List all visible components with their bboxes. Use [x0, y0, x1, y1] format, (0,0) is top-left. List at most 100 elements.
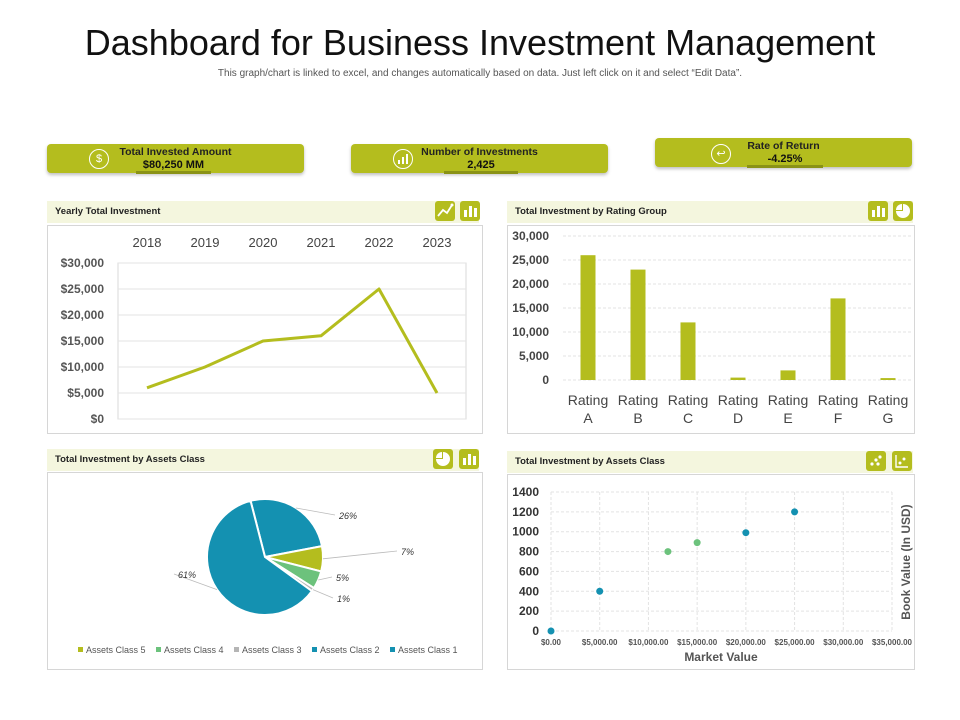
y-tick-label: 400	[519, 584, 539, 598]
leader-line	[318, 576, 333, 581]
x-tick-label: $20,000.00	[726, 638, 767, 647]
yearly-line-chart: $30,000 $25,000 $20,000 $15,000 $10,000 $5,00…	[61, 235, 467, 426]
x-tick-label: D	[733, 410, 743, 426]
panel-title: Total Investment by Assets Class	[55, 454, 205, 465]
x-tick-label: $25,000.00	[775, 638, 816, 647]
kpi-label: Number of Investments	[421, 146, 538, 158]
x-tick-label: 2019	[191, 235, 220, 250]
x-tick-label: $5,000.00	[582, 638, 618, 647]
kpi-rate-of-return[interactable]: ↩ Rate of Return -4.25%	[655, 138, 912, 168]
x-tick-label: A	[583, 410, 593, 426]
rating-chart-panel: 30,000 25,000 20,000 15,000 10,000 5,000 0 Rati…	[507, 225, 915, 434]
x-tick-label: $35,000.00	[872, 638, 913, 647]
slice-label: 7%	[401, 547, 414, 557]
pie-chart-panel: 26% 7% 5% 1% 61% Assets Class 5 Assets Class 4…	[47, 472, 483, 670]
y-tick-label: 0	[532, 624, 539, 638]
leader-line	[322, 550, 398, 560]
y-tick-label: 1200	[512, 505, 539, 519]
kpi-label: Rate of Return	[747, 140, 820, 152]
bar	[880, 378, 896, 380]
line-chart-icon	[437, 203, 454, 217]
kpi-label: Total Invested Amount	[119, 146, 232, 158]
x-tick-label: $0.00	[541, 638, 562, 647]
scatter-plot-button[interactable]	[892, 451, 912, 471]
x-tick-label: $30,000.00	[823, 638, 864, 647]
kpi-value: 2,425	[444, 159, 518, 174]
x-tick-label: G	[883, 410, 894, 426]
x-axis-label: Market Value	[684, 650, 758, 664]
panel-header-scatter: Total Investment by Assets Class	[507, 451, 913, 473]
y-tick-label: $0	[91, 412, 105, 426]
bar	[830, 298, 846, 380]
y-tick-label: 5,000	[519, 349, 549, 363]
x-tick-label: Rating	[718, 392, 758, 408]
pie-chart-button[interactable]	[433, 449, 453, 469]
pie-chart-icon	[896, 204, 910, 218]
x-tick-label: $15,000.00	[677, 638, 718, 647]
slice-label: 5%	[336, 573, 349, 583]
x-tick-label: $10,000.00	[628, 638, 669, 647]
y-tick-label: 15,000	[512, 301, 549, 315]
leader-line	[173, 573, 218, 590]
y-tick-label: 25,000	[512, 253, 549, 267]
legend-swatch	[234, 647, 239, 652]
panel-title: Total Investment by Rating Group	[515, 206, 667, 217]
x-tick-label: Rating	[768, 392, 808, 408]
bar	[630, 269, 646, 380]
scatter-point	[742, 529, 750, 537]
legend-label: Assets Class 3	[242, 645, 302, 655]
y-tick-label: 20,000	[512, 277, 549, 291]
x-tick-label: Rating	[668, 392, 708, 408]
rating-bar-chart: 30,000 25,000 20,000 15,000 10,000 5,000 0 Rati…	[512, 229, 913, 426]
y-tick-label: $30,000	[61, 256, 105, 270]
y-tick-label: 1000	[512, 525, 539, 539]
bar-chart-icon	[393, 149, 413, 169]
line-chart-button[interactable]	[435, 201, 455, 221]
legend-label: Assets Class 5	[86, 645, 146, 655]
return-arrow-icon: ↩	[711, 144, 731, 164]
bar-chart-button[interactable]	[459, 449, 479, 469]
scatter-chart-panel: 1400 1200 1000 800 600 400 200 0 $0.00 $5,000.00 $…	[507, 474, 915, 670]
scatter-point	[664, 548, 672, 556]
bar-chart-button[interactable]	[868, 201, 888, 221]
bar	[580, 255, 596, 380]
assets-pie-chart: 26% 7% 5% 1% 61% Assets Class 5 Assets Class 4…	[78, 498, 458, 655]
pie-chart-button[interactable]	[893, 201, 913, 221]
x-tick-label: 2021	[307, 235, 336, 250]
assets-scatter-chart: 1400 1200 1000 800 600 400 200 0$0.00 $5,000.00 $…	[512, 485, 913, 664]
panel-title: Total Investment by Assets Class	[515, 456, 665, 467]
yearly-chart-panel: $30,000 $25,000 $20,000 $15,000 $10,000 $5,00…	[47, 225, 483, 434]
x-tick-label: C	[683, 410, 693, 426]
slice-label: 26%	[338, 511, 357, 521]
legend-label: Assets Class 4	[164, 645, 224, 655]
x-tick-label: Rating	[568, 392, 608, 408]
y-tick-label: 800	[519, 545, 539, 559]
y-tick-label: 0	[542, 373, 549, 387]
x-tick-label: B	[633, 410, 642, 426]
y-tick-label: 200	[519, 604, 539, 618]
scatter-plot-icon	[895, 455, 908, 468]
bar-chart-button[interactable]	[460, 201, 480, 221]
x-tick-label: Rating	[618, 392, 658, 408]
kpi-number-investments[interactable]: Number of Investments 2,425	[351, 144, 608, 174]
scatter-chart-button[interactable]	[866, 451, 886, 471]
x-tick-label: 2020	[249, 235, 278, 250]
y-axis-label: Book Value (In USD)	[899, 504, 913, 619]
x-tick-label: 2023	[423, 235, 452, 250]
kpi-total-invested[interactable]: $ Total Invested Amount $80,250 MM	[47, 144, 304, 174]
slice-label: 1%	[337, 594, 350, 604]
y-tick-label: $25,000	[61, 282, 105, 296]
y-tick-label: $10,000	[61, 360, 105, 374]
legend-swatch	[312, 647, 317, 652]
scatter-point	[693, 539, 701, 547]
x-tick-label: E	[783, 410, 792, 426]
y-tick-label: 10,000	[512, 325, 549, 339]
panel-header-pie: Total Investment by Assets Class	[47, 449, 479, 471]
legend-swatch	[78, 647, 83, 652]
x-tick-label: F	[834, 410, 843, 426]
legend-swatch	[156, 647, 161, 652]
kpi-value: -4.25%	[747, 153, 823, 168]
series-line	[146, 287, 439, 394]
legend-label: Assets Class 1	[398, 645, 458, 655]
leader-line	[296, 507, 336, 516]
